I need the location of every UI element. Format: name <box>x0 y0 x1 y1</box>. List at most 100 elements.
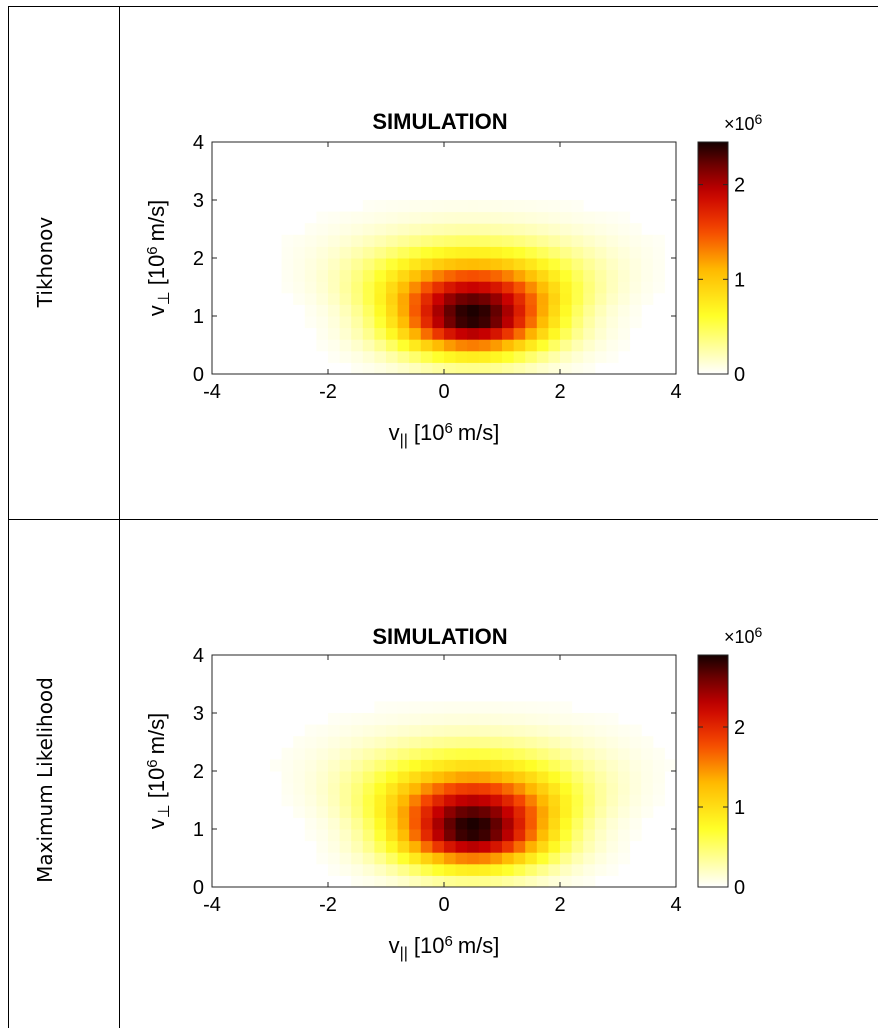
heatmap-cell <box>374 234 387 247</box>
heatmap-cell <box>432 234 445 247</box>
heatmap-cell <box>386 258 399 271</box>
heatmap-cell <box>351 316 364 329</box>
heatmap-cell <box>536 747 549 760</box>
heatmap-cell <box>502 281 515 294</box>
frame-column-divider <box>119 6 120 1028</box>
heatmap-cell <box>548 211 561 224</box>
heatmap-cell <box>351 304 364 317</box>
heatmap-cell <box>467 258 480 271</box>
heatmap-cell <box>594 304 607 317</box>
heatmap-cell <box>652 281 665 294</box>
heatmap-cell <box>560 292 573 305</box>
heatmap-cell <box>478 840 491 853</box>
heatmap-cell <box>397 362 410 375</box>
heatmap-cell <box>444 771 457 784</box>
heatmap-cell <box>548 258 561 271</box>
heatmap-cell <box>397 829 410 842</box>
heatmap-cell <box>606 713 619 726</box>
heatmap-cell <box>478 223 491 236</box>
heatmap-cell <box>420 362 433 375</box>
heatmap-cell <box>641 747 654 760</box>
heatmap-cell <box>304 223 317 236</box>
heatmap-cell <box>351 805 364 818</box>
heatmap-cell <box>467 316 480 329</box>
heatmap-cell <box>594 771 607 784</box>
heatmap-cell <box>571 246 584 259</box>
y-tick-label: 1 <box>193 819 204 841</box>
heatmap-cell <box>409 840 422 853</box>
heatmap-cell <box>583 771 596 784</box>
heatmap-cell <box>409 829 422 842</box>
heatmap-cell <box>629 771 642 784</box>
heatmap-cell <box>432 200 445 213</box>
heatmap-cell <box>548 223 561 236</box>
heatmap-cell <box>293 269 306 282</box>
frame-top-border <box>8 6 878 7</box>
heatmap-cell <box>467 771 480 784</box>
heatmap-cell <box>594 840 607 853</box>
heatmap-cell <box>386 362 399 375</box>
heatmap-cell <box>502 316 515 329</box>
y-axis-label-unit-prefix: [10 <box>144 768 169 799</box>
heatmap-cell <box>432 782 445 795</box>
y-axis-label-exponent: 6 <box>144 759 161 767</box>
heatmap-cell <box>618 304 631 317</box>
heatmap-cell <box>455 246 468 259</box>
heatmap-cell <box>548 269 561 282</box>
heatmap-cell <box>513 736 526 749</box>
heatmap-cell <box>397 782 410 795</box>
heatmap-cell <box>386 701 399 714</box>
heatmap-cell <box>513 771 526 784</box>
heatmap-cell <box>525 724 538 737</box>
heatmap-cell <box>467 327 480 340</box>
heatmap-cell <box>432 875 445 888</box>
heatmap-cell <box>502 713 515 726</box>
heatmap-cell <box>386 759 399 772</box>
heatmap-cell <box>444 316 457 329</box>
heatmap-cell <box>420 339 433 352</box>
heatmap-cell <box>478 875 491 888</box>
heatmap-cell <box>548 771 561 784</box>
heatmap-cell <box>513 362 526 375</box>
heatmap-cell <box>513 200 526 213</box>
x-axis-label-sub: || <box>400 432 408 449</box>
heatmap-cell <box>374 362 387 375</box>
heatmap-cell <box>409 736 422 749</box>
heatmap-cell <box>618 316 631 329</box>
heatmap-cell <box>618 747 631 760</box>
heatmap-cell <box>397 269 410 282</box>
heatmap-cell <box>560 724 573 737</box>
heatmap-cell <box>571 327 584 340</box>
heatmap-cell <box>444 211 457 224</box>
heatmap-cell <box>316 852 329 865</box>
heatmap-cell <box>281 794 294 807</box>
heatmap-cell <box>478 281 491 294</box>
heatmap-cell <box>328 234 341 247</box>
heatmap-cell <box>386 875 399 888</box>
heatmap-cell <box>304 724 317 737</box>
heatmap-cell <box>339 316 352 329</box>
heatmap-cell <box>594 339 607 352</box>
heatmap-cell <box>281 234 294 247</box>
heatmap-cell <box>444 747 457 760</box>
heatmap-cell <box>432 316 445 329</box>
heatmap-cell <box>444 304 457 317</box>
heatmap-cell <box>374 269 387 282</box>
heatmap-cell <box>502 327 515 340</box>
heatmap-cell <box>455 875 468 888</box>
heatmap-cell <box>397 747 410 760</box>
heatmap-cell <box>420 281 433 294</box>
heatmap-cell <box>560 281 573 294</box>
heatmap-cell <box>571 747 584 760</box>
heatmap-cell <box>478 269 491 282</box>
heatmap-cell <box>490 223 503 236</box>
heatmap-cell <box>502 863 515 876</box>
heatmap-cell <box>536 304 549 317</box>
colorbar-multiplier: ×106 <box>724 111 763 134</box>
heatmap-cell <box>478 234 491 247</box>
heatmap-cell <box>536 292 549 305</box>
heatmap-cell <box>328 782 341 795</box>
heatmap-cell <box>304 234 317 247</box>
heatmap-cell <box>328 794 341 807</box>
